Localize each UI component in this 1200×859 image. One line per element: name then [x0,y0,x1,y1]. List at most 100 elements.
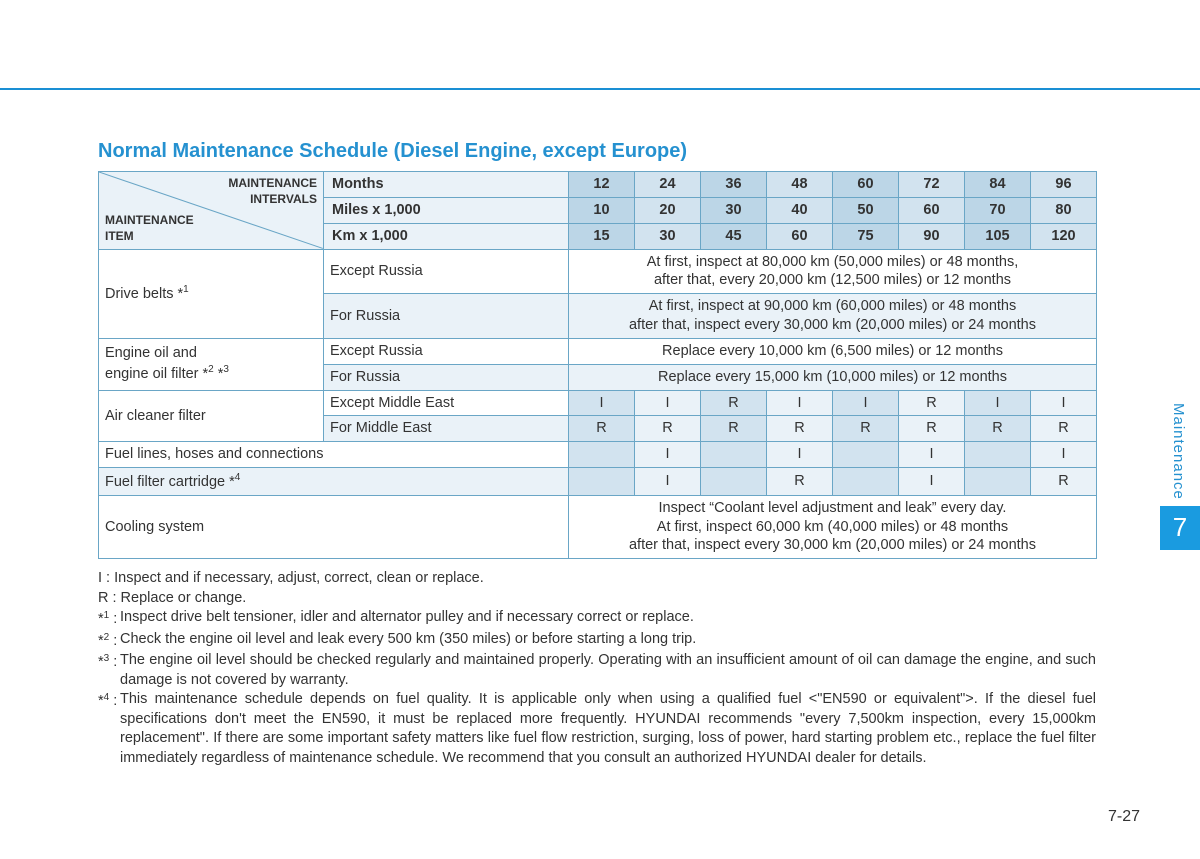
table-cell: I [899,468,965,496]
table-cell: 30 [635,223,701,249]
air-label: Air cleaner filter [99,390,324,442]
text: The engine oil level should be checked r… [120,651,1096,690]
sup: 2 [208,364,214,375]
db-except-text: At first, inspect at 80,000 km (50,000 m… [569,249,1097,294]
maintenance-table: MAINTENANCEINTERVALS MAINTENANCEITEM Mon… [98,171,1097,559]
text: Drive belts * [105,286,183,302]
hdr-km-label: Km x 1,000 [324,223,569,249]
fuel-lines-label: Fuel lines, hoses and connections [99,442,569,468]
top-rule [0,88,1200,90]
table-cell: 24 [635,172,701,198]
table-cell: 10 [569,197,635,223]
cooling-label: Cooling system [99,495,569,559]
table-cell: R [635,416,701,442]
table-cell [833,468,899,496]
fuel-lines-row: Fuel lines, hoses and connections I I I … [99,442,1097,468]
oil-for-text: Replace every 15,000 km (10,000 miles) o… [569,364,1097,390]
content-area: Normal Maintenance Schedule (Diesel Engi… [98,140,1096,769]
table-cell: I [833,390,899,416]
oil-except-label: Except Russia [324,338,569,364]
hdr-miles-label: Miles x 1,000 [324,197,569,223]
table-cell: R [701,390,767,416]
table-cell: 48 [767,172,833,198]
table-cell: I [635,442,701,468]
oil-for-label: For Russia [324,364,569,390]
sup: 3 [223,364,229,375]
table-cell: I [899,442,965,468]
text: Inspect drive belt tensioner, idler and … [120,608,1096,629]
table-cell: R [767,416,833,442]
cooling-text: Inspect “Coolant level adjustment and le… [569,495,1097,559]
table-cell: 60 [899,197,965,223]
air-row-1: Air cleaner filter Except Middle East I … [99,390,1097,416]
footnote-1: *1 :Inspect drive belt tensioner, idler … [98,608,1096,629]
table-cell: 36 [701,172,767,198]
legend-r: R : Replace or change. [98,589,1096,609]
table-cell: 45 [701,223,767,249]
table-cell: 15 [569,223,635,249]
table-cell: 70 [965,197,1031,223]
text: This maintenance schedule depends on fue… [120,690,1096,768]
table-cell: 50 [833,197,899,223]
table-cell: R [569,416,635,442]
table-cell: 60 [767,223,833,249]
corner-intervals-label: MAINTENANCEINTERVALS [228,176,317,207]
table-cell: 12 [569,172,635,198]
table-cell [965,442,1031,468]
corner-item-label: MAINTENANCEITEM [105,213,194,244]
table-cell: 105 [965,223,1031,249]
oil-row-1: Engine oil and engine oil filter *2 *3 E… [99,338,1097,364]
side-tab: Maintenance 7 [1160,397,1200,550]
table-cell: 96 [1031,172,1097,198]
cooling-row: Cooling system Inspect “Coolant level ad… [99,495,1097,559]
footnotes: I : Inspect and if necessary, adjust, co… [98,569,1096,768]
air-for-label: For Middle East [324,416,569,442]
table-cell: I [767,390,833,416]
table-cell: R [833,416,899,442]
table-cell: R [1031,468,1097,496]
table-cell: 120 [1031,223,1097,249]
text: Check the engine oil level and leak ever… [120,630,1096,651]
table-cell [701,468,767,496]
table-cell [833,442,899,468]
footnote-2: *2 :Check the engine oil level and leak … [98,630,1096,651]
footnote-4: *4 :This maintenance schedule depends on… [98,690,1096,768]
table-cell: I [1031,390,1097,416]
table-cell: 40 [767,197,833,223]
sup: 4 [235,472,241,483]
table-cell: I [965,390,1031,416]
text: Engine oil and [105,345,197,361]
fuel-filter-row: Fuel filter cartridge *4 I R I R [99,468,1097,496]
table-cell: 84 [965,172,1031,198]
table-cell: 60 [833,172,899,198]
drive-belts-row-1: Drive belts *1 Except Russia At first, i… [99,249,1097,294]
sup: 1 [183,284,189,295]
corner-cell: MAINTENANCEINTERVALS MAINTENANCEITEM [99,172,324,250]
drive-belts-label: Drive belts *1 [99,249,324,338]
side-section-label: Maintenance [1160,397,1197,506]
table-cell: I [1031,442,1097,468]
hdr-months-label: Months [324,172,569,198]
table-cell: 72 [899,172,965,198]
page-number: 7-27 [1108,808,1140,826]
table-cell: 30 [701,197,767,223]
table-cell: R [899,390,965,416]
table-cell: 75 [833,223,899,249]
text: engine oil filter * [105,366,208,382]
header-row-months: MAINTENANCEINTERVALS MAINTENANCEITEM Mon… [99,172,1097,198]
oil-label: Engine oil and engine oil filter *2 *3 [99,338,324,390]
table-cell: I [569,390,635,416]
legend-i: I : Inspect and if necessary, adjust, co… [98,569,1096,589]
table-cell: I [767,442,833,468]
table-cell: R [767,468,833,496]
db-except-label: Except Russia [324,249,569,294]
page-title: Normal Maintenance Schedule (Diesel Engi… [98,140,1096,163]
footnote-3: *3 :The engine oil level should be check… [98,651,1096,690]
table-cell: I [635,390,701,416]
table-cell: I [635,468,701,496]
table-cell: 90 [899,223,965,249]
table-cell: 20 [635,197,701,223]
table-cell [965,468,1031,496]
air-except-label: Except Middle East [324,390,569,416]
table-cell: R [701,416,767,442]
